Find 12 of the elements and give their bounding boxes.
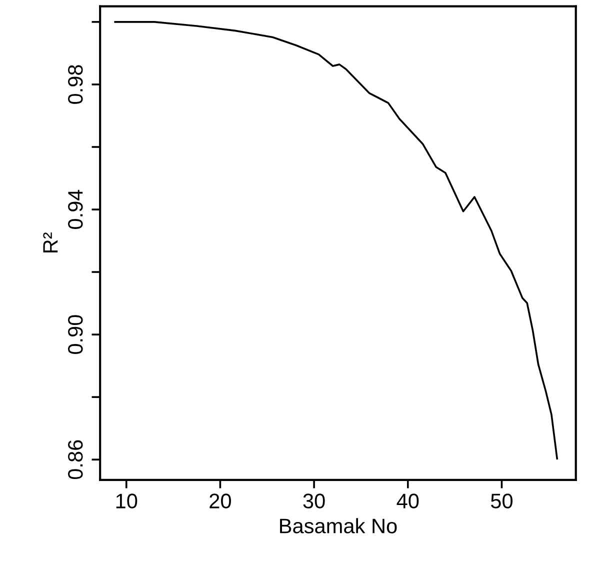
x-tick-label: 30 xyxy=(303,494,325,508)
y-axis-title: R² xyxy=(43,232,58,252)
line-series xyxy=(114,21,558,460)
y-tick-label: 0.86 xyxy=(68,440,83,480)
x-tick-label: 40 xyxy=(396,494,419,508)
x-tick-label: 20 xyxy=(210,494,231,508)
y-tick-label: 0.98 xyxy=(68,65,83,104)
x-tick-label: 50 xyxy=(490,494,513,508)
y-tick-label: 0.94 xyxy=(68,190,83,229)
y-tick-label: 0.90 xyxy=(68,315,83,354)
x-axis-title: Basamak No xyxy=(280,518,397,534)
x-tick-label: 10 xyxy=(116,494,138,508)
